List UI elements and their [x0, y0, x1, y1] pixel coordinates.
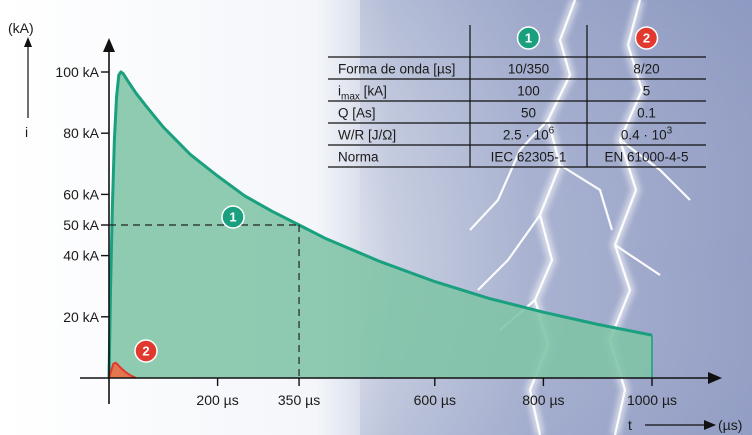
series-layer [107, 70, 653, 379]
y-tick-label-50: 50 kA [63, 217, 99, 233]
table-cell-value-2: 5 [643, 84, 651, 99]
table-cell-value-2: 0.1 [637, 106, 656, 121]
table-row-label: W/R [J/Ω] [338, 128, 396, 143]
table-row: Norma IEC 62305-1 EN 61000-4-5 [338, 150, 689, 165]
x-tick-label-800: 800 µs [522, 392, 564, 408]
table-row: Forma de onda [µs] 10/350 8/20 [338, 62, 660, 77]
table-cell-value-2-exp: 3 [667, 126, 673, 137]
y-tick-label-20: 20 kA [63, 309, 99, 325]
table-header-badge-1-label: 1 [525, 31, 532, 46]
table-header-badge-1: 1 [516, 26, 541, 50]
data-table: 1 2 Forma de onda [µs] 10/350 8/20 imax [kA] 1… [328, 25, 706, 168]
table-cell-value-2: EN 61000-4-5 [604, 150, 688, 165]
table-row-label-base: i [338, 84, 341, 99]
x-symbol-label: t [628, 417, 632, 433]
table-row: Q [As] 50 0.1 [338, 106, 656, 121]
y-symbol-label: i [25, 124, 28, 140]
series-1-line [107, 70, 653, 379]
table-cell-value-2: 0.4 · 103 [621, 126, 673, 143]
table-row-label-sub: max [341, 92, 360, 103]
table-row: imax [kA] 100 5 [338, 84, 650, 103]
x-direction-arrow-icon [704, 420, 716, 430]
x-tick-label-200: 200 µs [196, 392, 238, 408]
axis-layer: (kA) i 20 kA 40 kA 50 kA 60 kA 80 kA 100 kA 200 … [8, 20, 742, 433]
y-tick-label-60: 60 kA [63, 186, 99, 202]
y-tick-label-100: 100 kA [55, 64, 99, 80]
table-cell-value-2: 8/20 [633, 62, 659, 77]
table-header-badge-2-label: 2 [643, 31, 650, 46]
x-tick-label-350: 350 µs [278, 392, 320, 408]
series-1-area [109, 72, 652, 378]
series-1-badge-circle [221, 205, 245, 229]
series-2-badge-circle [134, 339, 158, 363]
table-cell-value-1-exp: 6 [549, 126, 555, 137]
series-2-badge-label: 2 [142, 344, 149, 359]
y-axis-arrow-icon [103, 38, 115, 52]
series-2-line [108, 361, 137, 379]
table-row-label: Q [As] [338, 106, 376, 121]
table-row-label: Forma de onda [µs] [338, 62, 455, 77]
series-1-badge: 1 [221, 205, 245, 229]
table-cell-value-1: 2.5 · 106 [503, 126, 555, 143]
table-cell-value-2-base: 0.4 · 10 [621, 128, 667, 143]
guide-layer: 12 [109, 205, 300, 378]
x-axis-arrow-icon [708, 372, 722, 384]
table-row-label-tail: [kA] [360, 84, 387, 99]
x-tick-label-1000: 1000 µs [627, 392, 677, 408]
table-cell-value-1: IEC 62305-1 [491, 150, 567, 165]
x-unit-label: (µs) [718, 417, 742, 433]
table-header-badge-1-circle [516, 26, 541, 50]
table-cell-value-1: 100 [517, 84, 540, 99]
table-row-label: imax [kA] [338, 84, 387, 103]
table-cell-value-1: 50 [521, 106, 536, 121]
series-1-badge-label: 1 [229, 210, 236, 225]
table-row: W/R [J/Ω] 2.5 · 106 0.4 · 103 [338, 126, 673, 143]
table-cell-value-1: 10/350 [508, 62, 549, 77]
y-tick-label-40: 40 kA [63, 248, 99, 264]
table-cell-value-1-base: 2.5 · 10 [503, 128, 549, 143]
table-header-badge-2-circle [634, 26, 659, 50]
y-direction-arrow-icon [24, 37, 32, 47]
y-unit-label: (kA) [8, 20, 34, 36]
table-row-label: Norma [338, 150, 379, 165]
series-2-badge: 2 [134, 339, 158, 363]
x-tick-label-600: 600 µs [414, 392, 456, 408]
y-tick-label-80: 80 kA [63, 125, 99, 141]
table-header-badge-2: 2 [634, 26, 659, 50]
